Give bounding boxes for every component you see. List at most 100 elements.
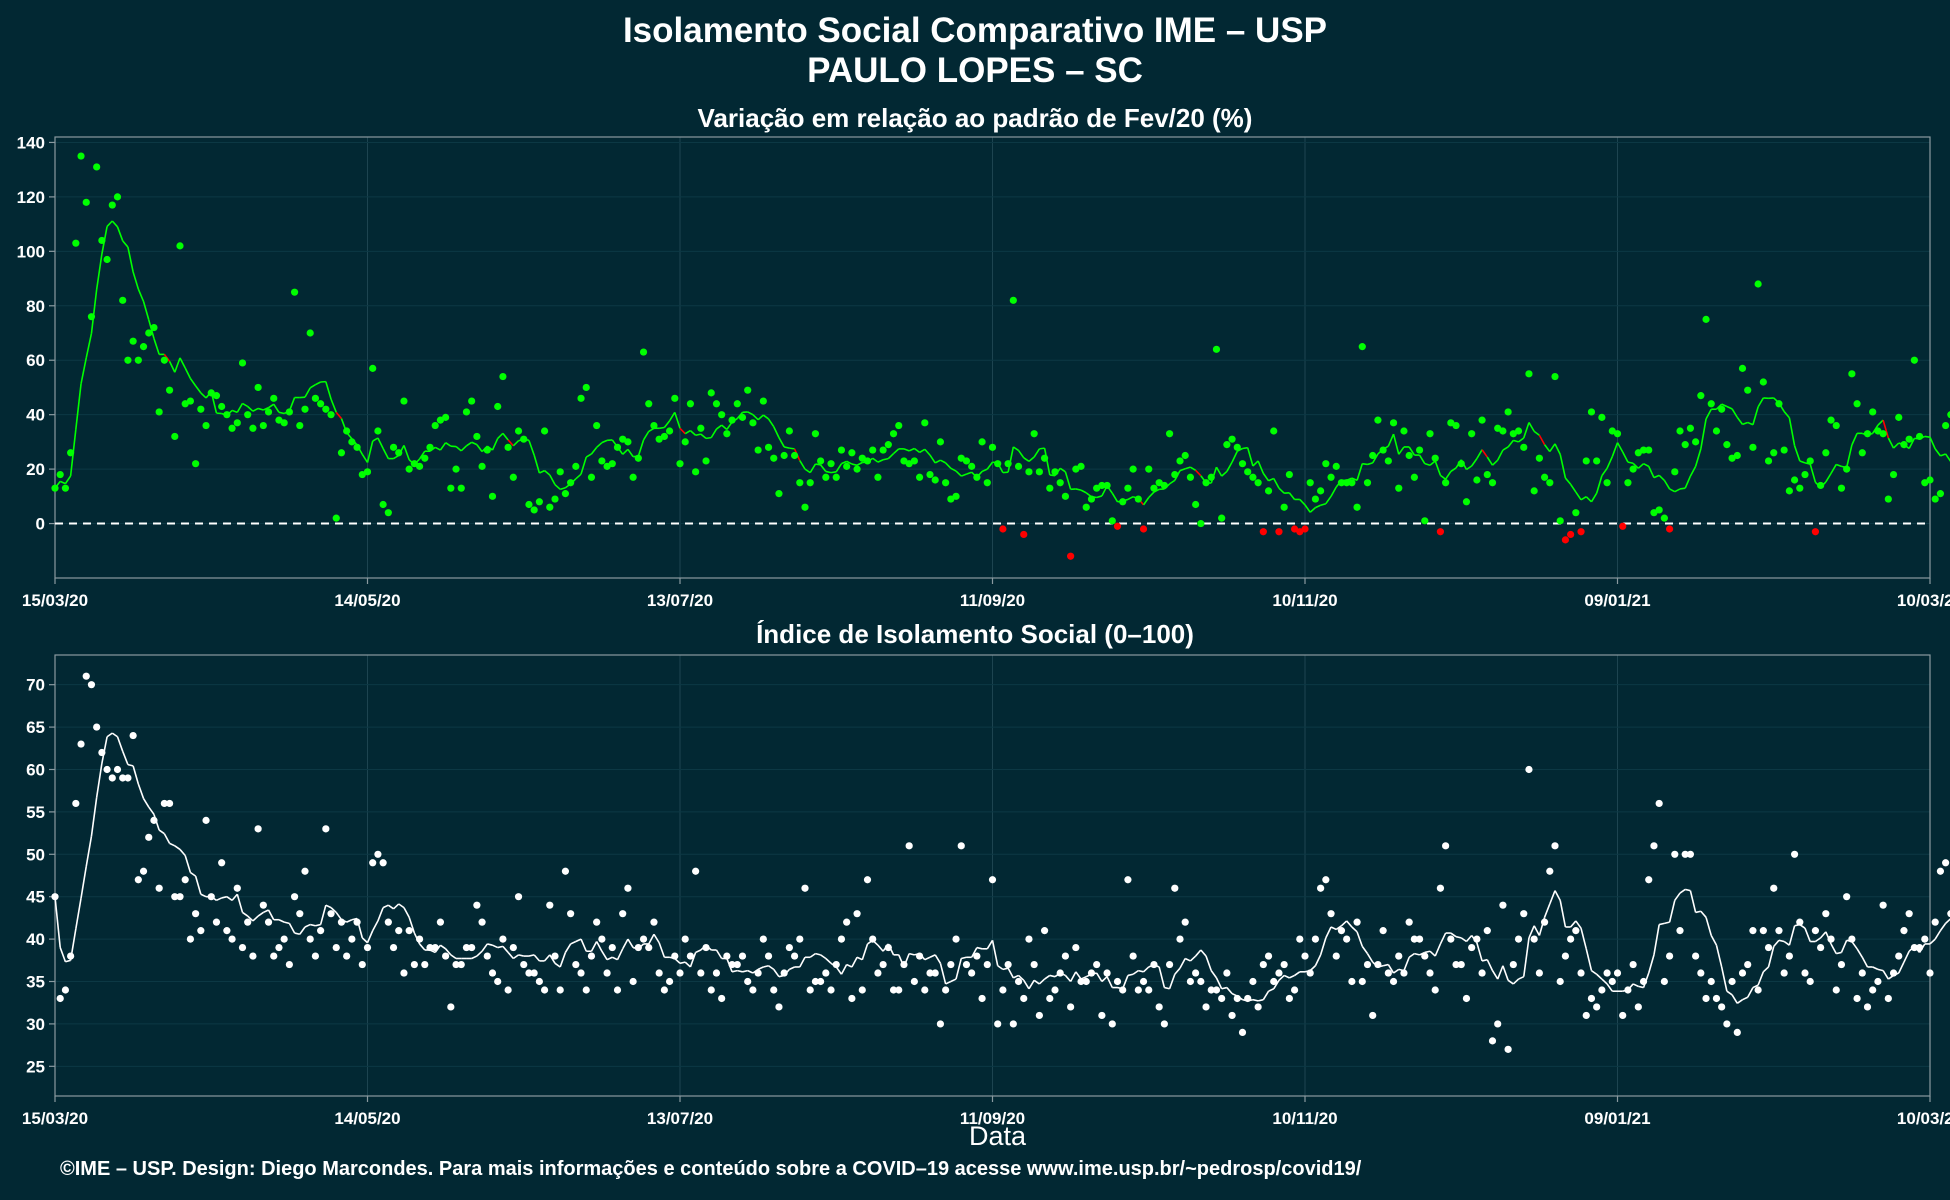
data-point: [473, 432, 481, 441]
moving-average-segment: [189, 378, 197, 387]
data-point: [686, 400, 695, 408]
data-point: [1645, 446, 1653, 454]
data-point: [1660, 977, 1668, 986]
data-point: [1697, 392, 1705, 400]
moving-average-segment: [283, 921, 290, 925]
moving-average-segment: [695, 433, 702, 437]
data-point: [468, 397, 476, 405]
moving-average-segment: [116, 226, 124, 242]
moving-average-segment: [471, 955, 478, 960]
data-point: [983, 479, 991, 487]
data-point: [978, 438, 986, 446]
data-point: [1259, 528, 1267, 536]
x-tick-label: 13/07/20: [647, 591, 713, 610]
data-point: [645, 400, 653, 408]
data-point: [848, 449, 856, 457]
data-point: [1067, 1003, 1075, 1011]
moving-average-segment: [366, 440, 374, 463]
data-point: [1337, 479, 1346, 487]
moving-average-segment: [1731, 994, 1738, 1004]
moving-average-segment: [1460, 937, 1467, 943]
data-point: [1723, 441, 1731, 449]
data-point: [1249, 473, 1257, 481]
moving-average-segment: [986, 461, 994, 470]
data-point: [988, 443, 997, 451]
data-point: [494, 977, 502, 986]
data-point: [1275, 528, 1283, 536]
data-point: [546, 901, 554, 909]
data-point: [337, 449, 346, 457]
data-point: [1270, 977, 1278, 986]
data-point: [1306, 969, 1314, 977]
moving-average-segment: [252, 915, 259, 922]
moving-average-segment: [226, 896, 233, 901]
data-point: [72, 239, 80, 247]
moving-average-segment: [1017, 974, 1025, 981]
data-point: [697, 424, 705, 432]
data-point: [1936, 867, 1945, 875]
moving-average-segment: [75, 897, 82, 930]
moving-average-segment: [1335, 925, 1342, 931]
data-point: [1806, 457, 1814, 465]
data-point: [718, 411, 726, 419]
data-point: [1468, 943, 1476, 952]
data-point: [1426, 969, 1434, 977]
moving-average-segment: [492, 944, 499, 949]
data-point: [462, 408, 471, 416]
data-point: [1228, 1011, 1236, 1020]
moving-average-segment: [1195, 469, 1202, 477]
moving-average-segment: [1747, 987, 1754, 998]
data-point: [1358, 977, 1366, 986]
moving-average-segment: [970, 947, 978, 958]
moving-average-segment: [1403, 956, 1410, 971]
data-point: [738, 952, 747, 960]
moving-average-segment: [179, 848, 186, 857]
data-point: [1858, 969, 1866, 977]
data-point: [1744, 960, 1752, 969]
data-point: [249, 952, 257, 960]
data-point: [551, 952, 559, 960]
data-point: [1145, 465, 1153, 473]
data-point: [1322, 876, 1330, 884]
data-point: [1790, 850, 1799, 858]
data-point: [410, 960, 418, 969]
data-point: [1077, 977, 1085, 986]
data-point: [311, 394, 320, 402]
moving-average-segment: [1664, 921, 1670, 925]
data-point: [582, 986, 590, 994]
moving-average-segment: [799, 460, 806, 470]
data-point: [1764, 943, 1773, 952]
data-point: [1582, 457, 1590, 465]
data-point: [1249, 977, 1257, 986]
moving-average-segment: [731, 969, 738, 973]
data-point: [801, 503, 809, 511]
data-point: [764, 443, 773, 451]
moving-average-segment: [1767, 946, 1775, 968]
data-point: [790, 952, 799, 960]
moving-average-segment: [377, 907, 384, 922]
moving-average-segment: [1528, 925, 1535, 939]
moving-average-segment: [1601, 467, 1608, 477]
moving-average-segment: [1221, 470, 1228, 477]
moving-average-segment: [455, 445, 462, 452]
moving-average-segment: [908, 447, 915, 452]
data-point: [1817, 481, 1825, 490]
data-point: [1520, 443, 1528, 451]
data-point: [415, 462, 424, 470]
data-point: [462, 943, 471, 952]
moving-average-segment: [1215, 466, 1223, 477]
x-tick-label: 13/07/20: [647, 1109, 713, 1128]
data-point: [1686, 424, 1695, 432]
data-point: [363, 943, 372, 952]
data-point: [1457, 460, 1465, 468]
moving-average-segment: [403, 445, 410, 461]
moving-average-segment: [919, 448, 926, 454]
data-point: [1421, 952, 1429, 960]
data-point: [1942, 421, 1950, 430]
data-point: [1353, 503, 1361, 511]
data-point: [1228, 435, 1236, 443]
data-point: [1374, 960, 1382, 969]
moving-average-segment: [856, 461, 863, 466]
moving-average-segment: [851, 956, 858, 968]
data-point: [1124, 876, 1132, 884]
